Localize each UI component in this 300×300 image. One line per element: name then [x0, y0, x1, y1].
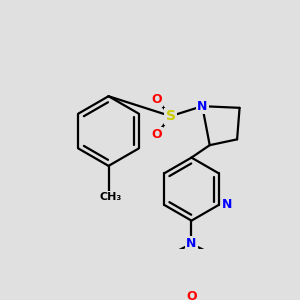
Text: N: N	[186, 237, 197, 250]
Text: O: O	[186, 290, 197, 300]
Text: S: S	[166, 109, 176, 123]
Text: CH₃: CH₃	[99, 192, 121, 203]
Text: N: N	[222, 198, 232, 212]
Text: N: N	[197, 100, 207, 113]
Text: O: O	[151, 93, 162, 106]
Text: O: O	[151, 128, 162, 141]
